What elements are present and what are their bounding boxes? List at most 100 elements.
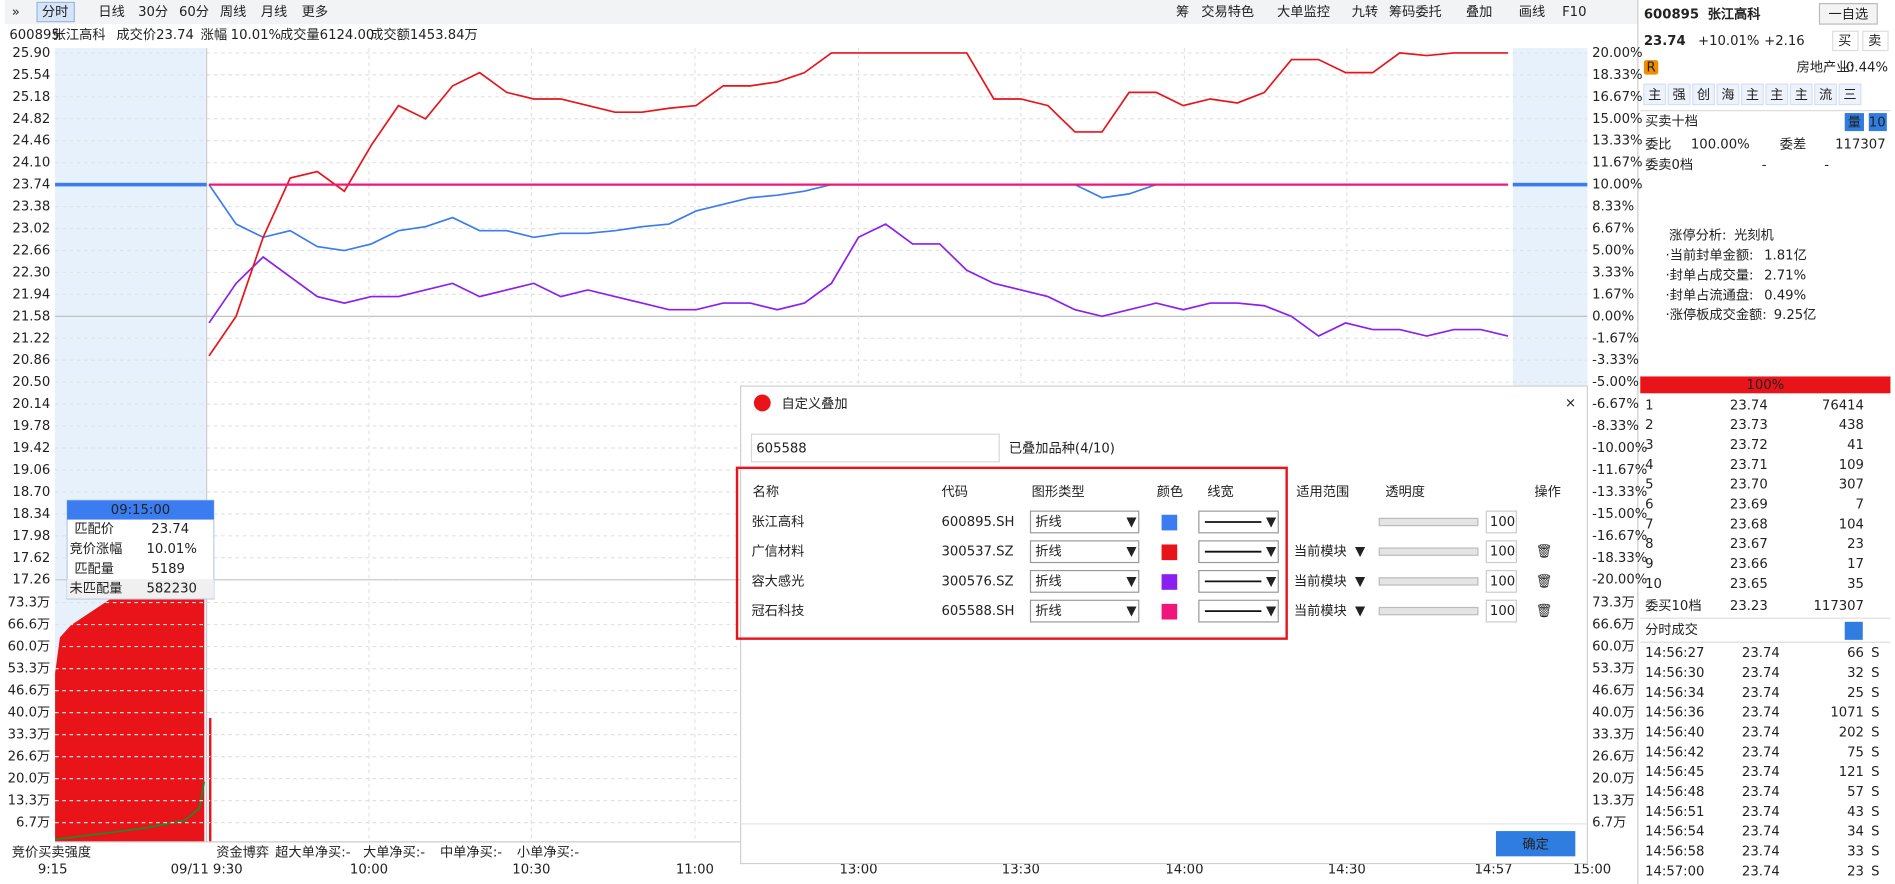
dialog	[740, 385, 1588, 865]
mode-button[interactable]	[1838, 83, 1862, 106]
mode-button[interactable]	[1692, 83, 1715, 106]
tab[interactable]: 周线	[220, 4, 246, 20]
search-input[interactable]	[750, 433, 1000, 463]
trade-time: 14:56:51	[1645, 805, 1704, 820]
tool-button[interactable]: F10	[1562, 5, 1586, 20]
sell-button[interactable]	[1862, 30, 1889, 52]
vol-toggle[interactable]	[1844, 113, 1864, 132]
mode-label[interactable]: 流	[1819, 87, 1832, 103]
buy-button[interactable]	[1832, 30, 1859, 52]
volume-tick: 20.0万	[1592, 772, 1635, 787]
tool-button[interactable]: 九转	[1352, 4, 1378, 20]
bid-volume: 35	[1847, 577, 1864, 592]
sell[interactable]: 卖	[1868, 33, 1881, 49]
tab[interactable]: 60分	[179, 4, 209, 20]
toolbar	[4, 0, 1638, 25]
opacity-slider[interactable]	[1378, 517, 1479, 527]
pct-tick: 13.33%	[1592, 134, 1642, 149]
tool-button[interactable]: 叠加	[1466, 4, 1492, 20]
type-select[interactable]	[1029, 540, 1140, 564]
mode-button[interactable]	[1765, 83, 1789, 106]
trade-price: 23.74	[1742, 646, 1780, 661]
row-scope[interactable]: 当前模块	[1294, 572, 1347, 589]
mode-label[interactable]: 海	[1721, 87, 1734, 103]
mode-button[interactable]	[1814, 83, 1838, 106]
highlight-box	[735, 466, 1288, 640]
opacity-input[interactable]	[1485, 569, 1517, 593]
row-scope[interactable]: 当前模块	[1294, 602, 1347, 619]
row-scope[interactable]: 当前模块	[1294, 543, 1347, 560]
opacity-input[interactable]	[1485, 599, 1517, 623]
tab[interactable]: 分时	[42, 4, 68, 20]
tool-button[interactable]: 筹码委托	[1389, 3, 1442, 20]
bar-label: 100%	[1746, 378, 1784, 393]
close-button[interactable]: ×	[1565, 396, 1576, 411]
ok-button[interactable]	[1495, 831, 1576, 857]
tool-button[interactable]: 画线	[1519, 4, 1545, 20]
type-select[interactable]	[1029, 569, 1140, 593]
trade-side: S	[1871, 785, 1879, 800]
bid-volume: 76414	[1822, 398, 1864, 413]
color-swatch[interactable]	[1161, 544, 1178, 561]
price-tick: 24.10	[12, 156, 50, 171]
tooltip-value: 582230	[146, 582, 196, 597]
row-code: 300537.SZ	[941, 545, 1013, 560]
tab-active[interactable]	[36, 1, 75, 23]
ratio-label: 委比	[1645, 136, 1671, 152]
caret: ▼	[1266, 604, 1277, 619]
opacity-slider[interactable]	[1378, 547, 1479, 556]
mode-button[interactable]	[1740, 83, 1764, 106]
type-select[interactable]	[1029, 599, 1140, 623]
price-tick: 25.90	[12, 46, 50, 61]
mode-label[interactable]: 主	[1795, 87, 1808, 103]
mode-label[interactable]: 主	[1770, 87, 1783, 103]
pct-tick: 18.33%	[1592, 68, 1642, 83]
info-text: 10.01%	[231, 28, 281, 43]
mode-label[interactable]: 三	[1843, 88, 1856, 103]
color-swatch[interactable]	[1161, 603, 1178, 620]
mode-label[interactable]: 主	[1746, 87, 1759, 103]
mode-label[interactable]: 强	[1673, 88, 1686, 103]
trade-price: 23.74	[1742, 686, 1780, 701]
type-select[interactable]	[1029, 510, 1140, 534]
trash-icon[interactable]: 🗑	[1536, 603, 1553, 619]
time-tick: 13:30	[1002, 863, 1040, 878]
mode-button[interactable]	[1667, 83, 1691, 106]
limit-value: 光刻机	[1734, 228, 1774, 244]
tab[interactable]: 30分	[138, 4, 168, 20]
caret: ▼	[1266, 515, 1277, 530]
pct-tick: 20.00%	[1592, 46, 1642, 61]
mode-label[interactable]: 创	[1697, 87, 1710, 103]
bottom-label: 竞价买卖强度	[12, 844, 91, 861]
level-toggle[interactable]	[1868, 113, 1887, 132]
color-swatch[interactable]	[1161, 514, 1178, 531]
watch[interactable]: 一自选	[1829, 6, 1869, 22]
tool-button[interactable]: 筹	[1176, 3, 1189, 20]
pct-tick: -1.67%	[1592, 331, 1639, 346]
color-swatch[interactable]	[1161, 574, 1178, 590]
trash-icon[interactable]: 🗑	[1536, 573, 1553, 589]
bid-level: 10	[1645, 577, 1662, 592]
tab[interactable]: 更多	[302, 3, 328, 20]
tab[interactable]: 月线	[261, 4, 287, 20]
opacity-slider[interactable]	[1378, 577, 1479, 586]
time-tick: 15:00	[1573, 863, 1611, 878]
mode-button[interactable]	[1789, 83, 1813, 106]
tool-button[interactable]: 交易特色	[1201, 3, 1254, 20]
mode-label[interactable]: 主	[1648, 87, 1661, 103]
opacity-input[interactable]	[1485, 540, 1517, 564]
trade-time: 14:56:27	[1645, 646, 1704, 661]
volume-tick: 73.3万	[8, 596, 51, 611]
mode-button[interactable]	[1643, 83, 1667, 106]
tool-button[interactable]: 大单监控	[1277, 4, 1330, 20]
opacity-input[interactable]	[1485, 510, 1517, 534]
mode-button[interactable]	[1716, 83, 1740, 106]
time-tick: 14:00	[1165, 863, 1203, 878]
trash-icon[interactable]: 🗑	[1536, 544, 1553, 560]
opacity-slider[interactable]	[1378, 606, 1479, 616]
q-code: 600895	[1644, 7, 1699, 22]
tab[interactable]: 日线	[98, 4, 124, 20]
trades-toggle[interactable]	[1844, 621, 1863, 640]
buy[interactable]: 买	[1838, 33, 1851, 49]
watch-button[interactable]	[1818, 3, 1878, 25]
